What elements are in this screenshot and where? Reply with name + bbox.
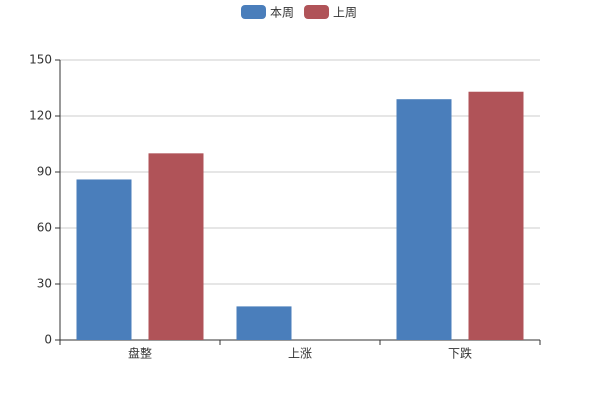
- legend-label: 上周: [333, 6, 357, 20]
- bar: [236, 306, 292, 340]
- bar: [148, 153, 204, 340]
- y-tick-label: 120: [29, 109, 52, 123]
- y-tick-label: 150: [29, 53, 52, 67]
- legend-swatch: [241, 5, 266, 19]
- y-tick-label: 0: [44, 333, 52, 347]
- x-tick-label: 下跌: [448, 346, 472, 361]
- y-tick-label: 30: [37, 277, 52, 291]
- bar: [396, 99, 452, 340]
- legend-label: 本周: [270, 6, 294, 20]
- x-tick-label: 盘整: [128, 346, 152, 361]
- bar: [468, 91, 524, 340]
- bar: [76, 179, 132, 340]
- x-tick-label: 上涨: [288, 346, 312, 361]
- y-tick-label: 90: [37, 165, 52, 179]
- y-tick-label: 60: [37, 221, 52, 235]
- legend-swatch: [304, 5, 330, 19]
